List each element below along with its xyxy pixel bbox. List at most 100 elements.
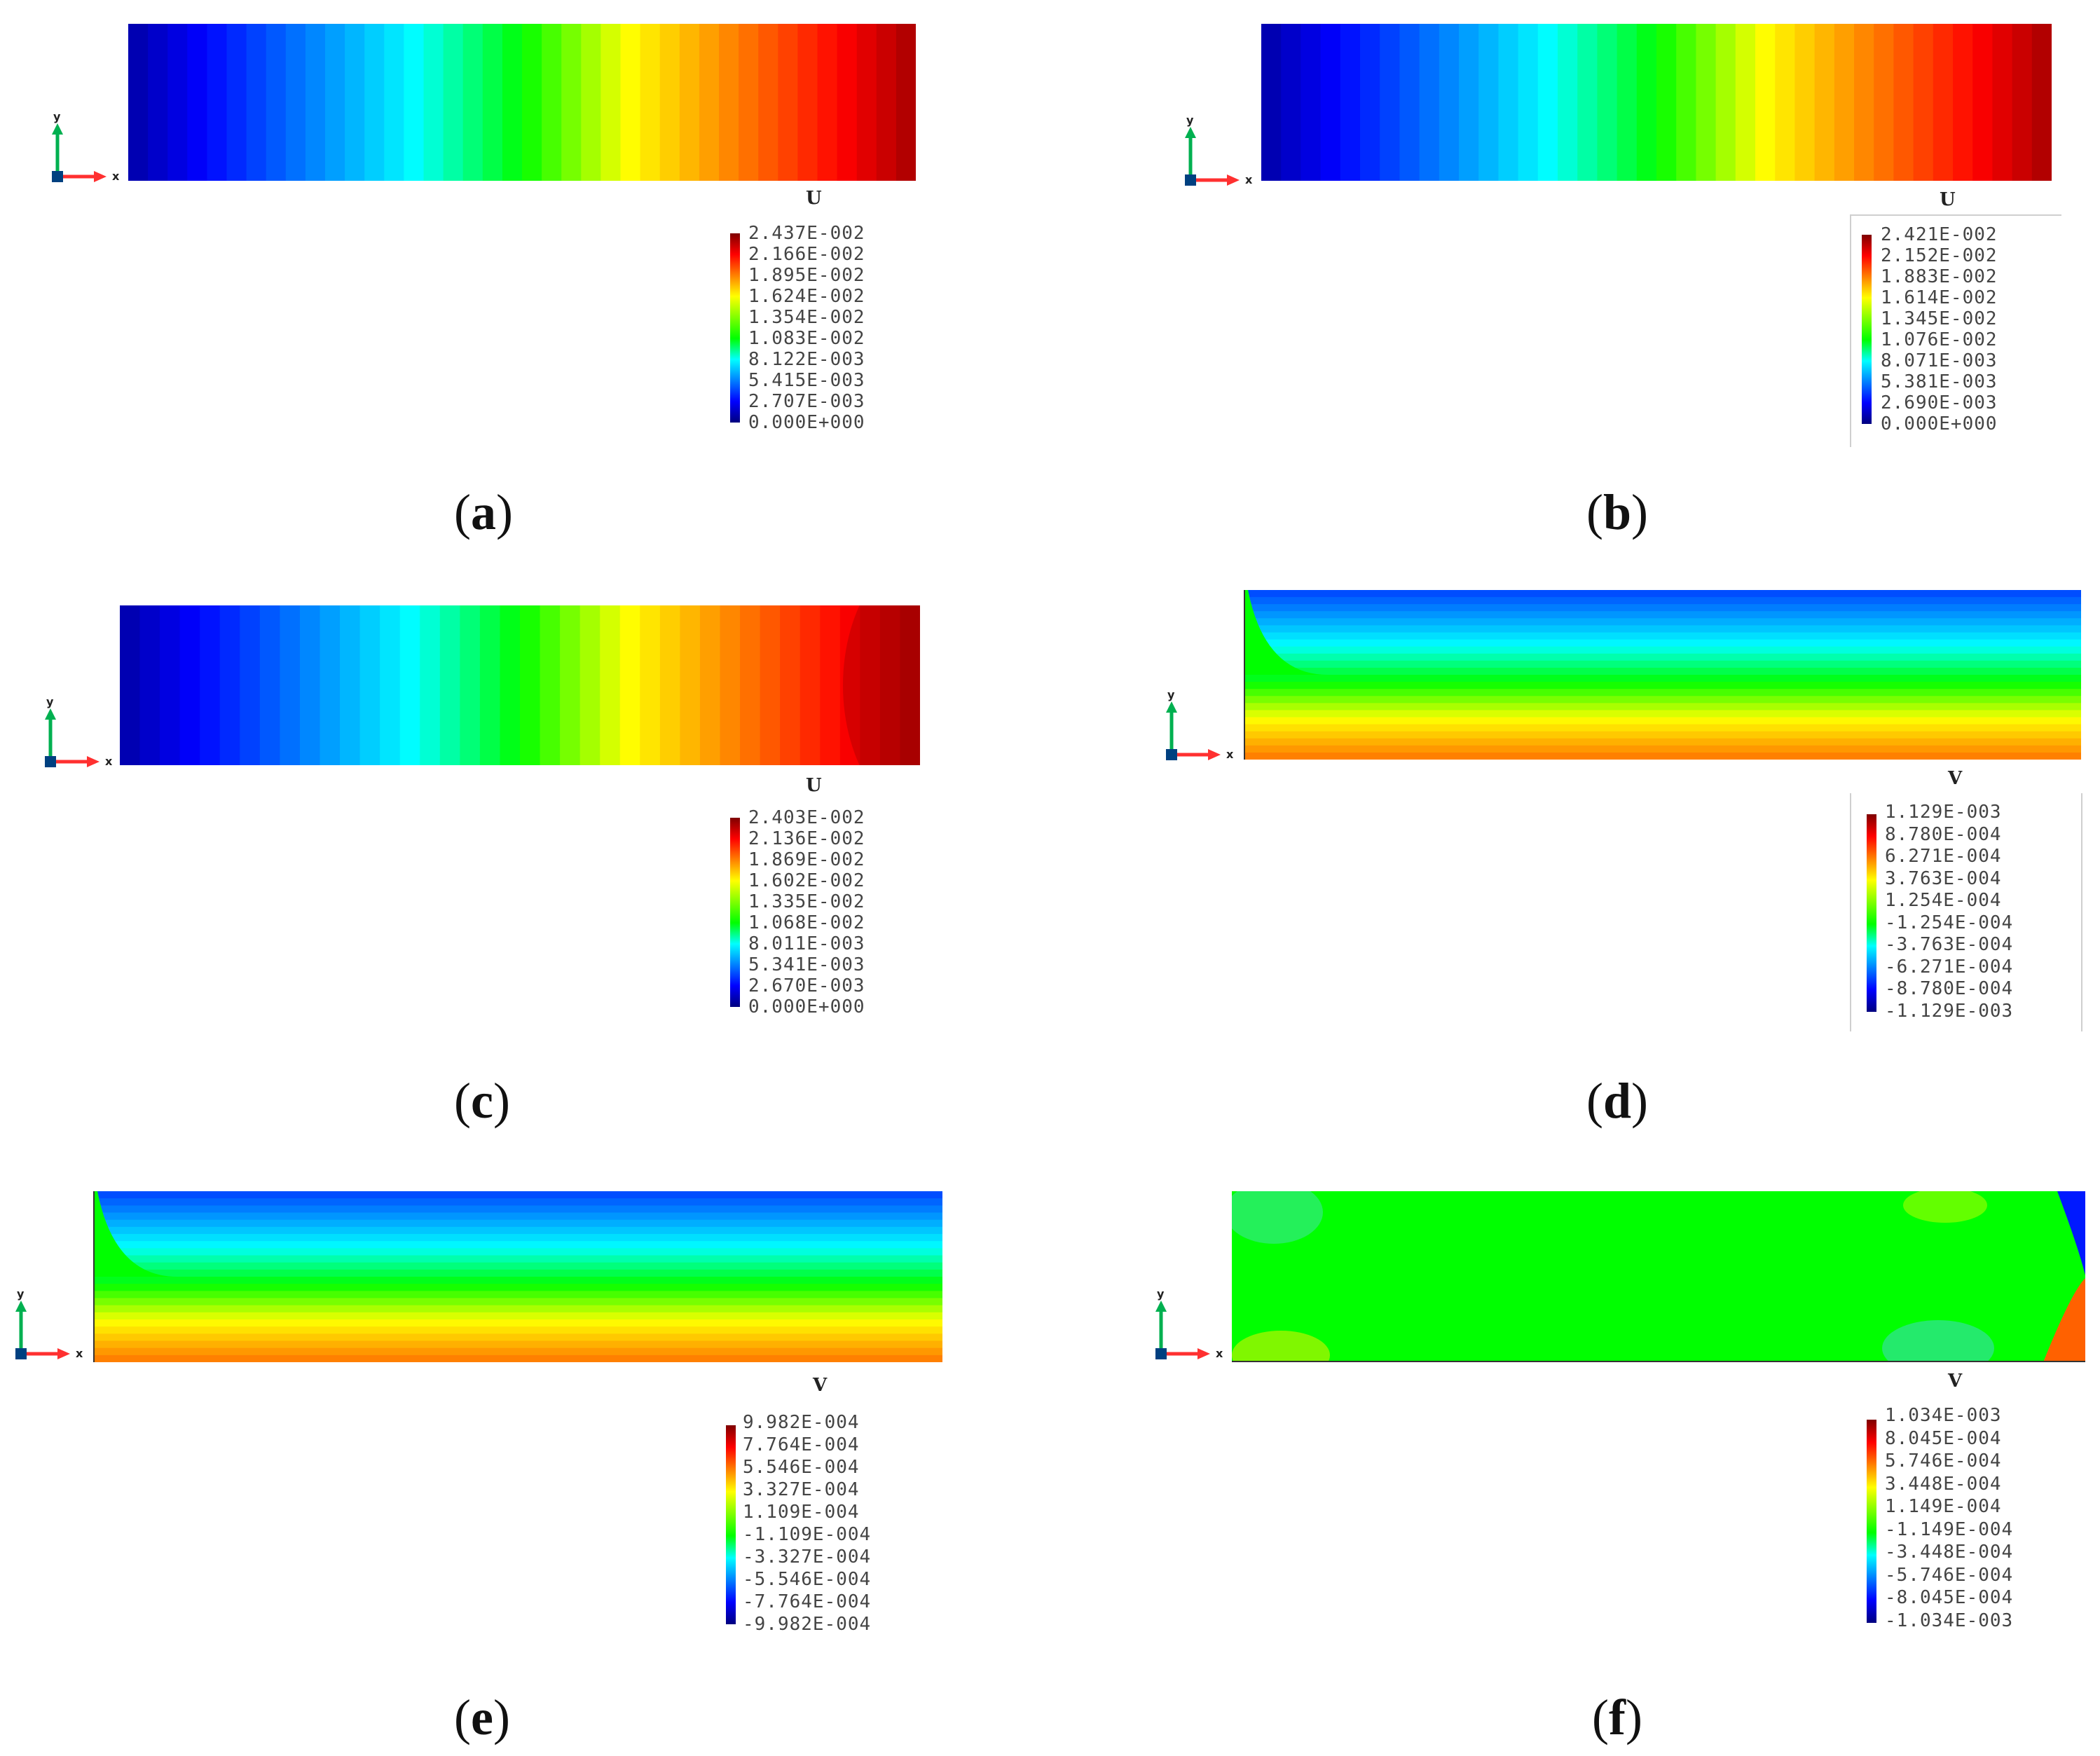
axis-x-label: x	[112, 170, 120, 183]
legend-label: -1.129E-003	[1885, 1000, 2014, 1022]
legend-label: -1.034E-003	[1885, 1610, 2014, 1631]
field-contour-svg	[128, 24, 916, 181]
caption-e: (e)	[454, 1689, 510, 1745]
legend-label: -1.254E-004	[1885, 912, 2014, 933]
legend-label: 1.254E-004	[1885, 890, 2002, 911]
legend-label: 8.780E-004	[1885, 823, 2002, 845]
field-contour-svg	[93, 1191, 942, 1362]
legend-colorbar-b	[1862, 235, 1872, 424]
legend-label: -8.045E-004	[1885, 1587, 2014, 1608]
legend-label: 3.448E-004	[1885, 1473, 2002, 1495]
legend-label: -7.764E-004	[743, 1591, 872, 1612]
legend-label: 5.746E-004	[1885, 1450, 2002, 1472]
legend-frame-d	[1850, 793, 2082, 1031]
legend-label: 2.437E-002	[748, 223, 865, 244]
legend-title-b: U	[1940, 189, 1956, 210]
legend-label: 0.000E+000	[748, 412, 865, 433]
legend-label: 1.068E-002	[748, 912, 865, 933]
legend-label: -1.149E-004	[1885, 1518, 2014, 1540]
legend-label: 8.011E-003	[748, 933, 865, 954]
axis-y-label: y	[46, 697, 54, 708]
legend-label: 1.354E-002	[748, 307, 865, 328]
legend-label: 5.381E-003	[1881, 371, 1998, 392]
legend-label: 2.152E-002	[1881, 245, 1998, 266]
legend-label: 1.895E-002	[748, 265, 865, 286]
legend-colorbar-f	[1867, 1420, 1876, 1623]
legend-label: 8.045E-004	[1885, 1427, 2002, 1449]
legend-label: 1.083E-002	[748, 328, 865, 349]
legend-label: 2.707E-003	[748, 391, 865, 412]
axis-x-label: x	[76, 1347, 83, 1360]
legend-colorbar-c	[730, 818, 740, 1007]
legend-label: -1.109E-004	[743, 1524, 872, 1545]
legend-label: 1.034E-003	[1885, 1405, 2002, 1426]
axis-y-label: y	[17, 1289, 25, 1301]
legend-label: 8.071E-003	[1881, 350, 1998, 371]
legend-label: 3.763E-004	[1885, 867, 2002, 889]
axis-y-label: y	[1167, 690, 1175, 701]
caption-d: (d)	[1586, 1073, 1649, 1129]
legend-label: 6.271E-004	[1885, 846, 2002, 867]
legend-label: 2.421E-002	[1881, 224, 1998, 245]
legend-label: -5.546E-004	[743, 1569, 872, 1590]
legend-label: -3.448E-004	[1885, 1542, 2014, 1563]
legend-title-e: V	[813, 1375, 828, 1396]
legend-label: 2.690E-003	[1881, 392, 1998, 413]
field-plot-b	[1261, 24, 2052, 181]
legend-label: -3.327E-004	[743, 1546, 872, 1568]
field-plot-e	[93, 1191, 942, 1362]
legend-label: 3.327E-004	[743, 1479, 860, 1500]
caption-a: (a)	[454, 484, 513, 540]
axis-triad-svg: yx	[52, 110, 120, 183]
legend-label: 2.136E-002	[748, 828, 865, 849]
legend-label: -9.982E-004	[743, 1614, 872, 1635]
legend-labels-d: 1.129E-003 8.780E-004 6.271E-004 3.763E-004…	[1885, 802, 2013, 1022]
legend-label: 1.602E-002	[748, 870, 865, 891]
field-plot-c	[120, 605, 920, 765]
legend-label: 5.341E-003	[748, 954, 865, 975]
legend-colorbar-a	[730, 233, 740, 423]
legend-label: 1.076E-002	[1881, 329, 1998, 350]
legend-label: 1.149E-004	[1885, 1496, 2002, 1517]
axis-x-label: x	[1245, 173, 1253, 186]
legend-label: 1.883E-002	[1881, 266, 1998, 287]
legend-title-c: U	[806, 775, 822, 796]
legend-labels-c: 2.403E-002 2.136E-002 1.869E-002 1.602E-002…	[748, 807, 865, 1017]
legend-label: 1.345E-002	[1881, 308, 1998, 329]
legend-label: 0.000E+000	[748, 996, 865, 1017]
legend-colorbar-e	[726, 1425, 736, 1624]
field-contour-svg	[1244, 590, 2081, 760]
legend-colorbar-d	[1867, 814, 1876, 1012]
legend-label: 1.109E-004	[743, 1502, 860, 1523]
legend-label: -5.746E-004	[1885, 1564, 2014, 1586]
legend-label: 2.670E-003	[748, 975, 865, 996]
field-plot-a	[128, 24, 916, 181]
legend-labels-f: 1.034E-003 8.045E-004 5.746E-004 3.448E-004…	[1885, 1404, 2013, 1632]
legend-labels-b: 2.421E-002 2.152E-002 1.883E-002 1.614E-002…	[1881, 224, 1998, 434]
legend-label: 5.546E-004	[743, 1457, 860, 1478]
field-contour-svg	[120, 605, 920, 765]
caption-c: (c)	[454, 1073, 510, 1129]
legend-label: -6.271E-004	[1885, 956, 2014, 978]
legend-label: 1.624E-002	[748, 286, 865, 307]
legend-label: 7.764E-004	[743, 1434, 860, 1455]
axis-triad-svg: yx	[45, 695, 113, 768]
field-plot-f	[1232, 1191, 2085, 1362]
legend-title-d: V	[1948, 768, 1963, 789]
field-contour-svg	[1232, 1191, 2085, 1362]
legend-title-a: U	[806, 188, 822, 209]
legend-label: 1.614E-002	[1881, 287, 1998, 308]
legend-frame-b	[1850, 214, 2061, 447]
field-contour-svg	[1261, 24, 2052, 181]
legend-label: 2.403E-002	[748, 807, 865, 828]
legend-label: 9.982E-004	[743, 1412, 860, 1433]
axis-x-label: x	[105, 755, 113, 768]
legend-label: 5.415E-003	[748, 370, 865, 391]
legend-label: 2.166E-002	[748, 244, 865, 265]
axis-y-label: y	[53, 112, 61, 123]
legend-label: -8.780E-004	[1885, 978, 2014, 999]
legend-labels-a: 2.437E-002 2.166E-002 1.895E-002 1.624E-002…	[748, 223, 865, 433]
